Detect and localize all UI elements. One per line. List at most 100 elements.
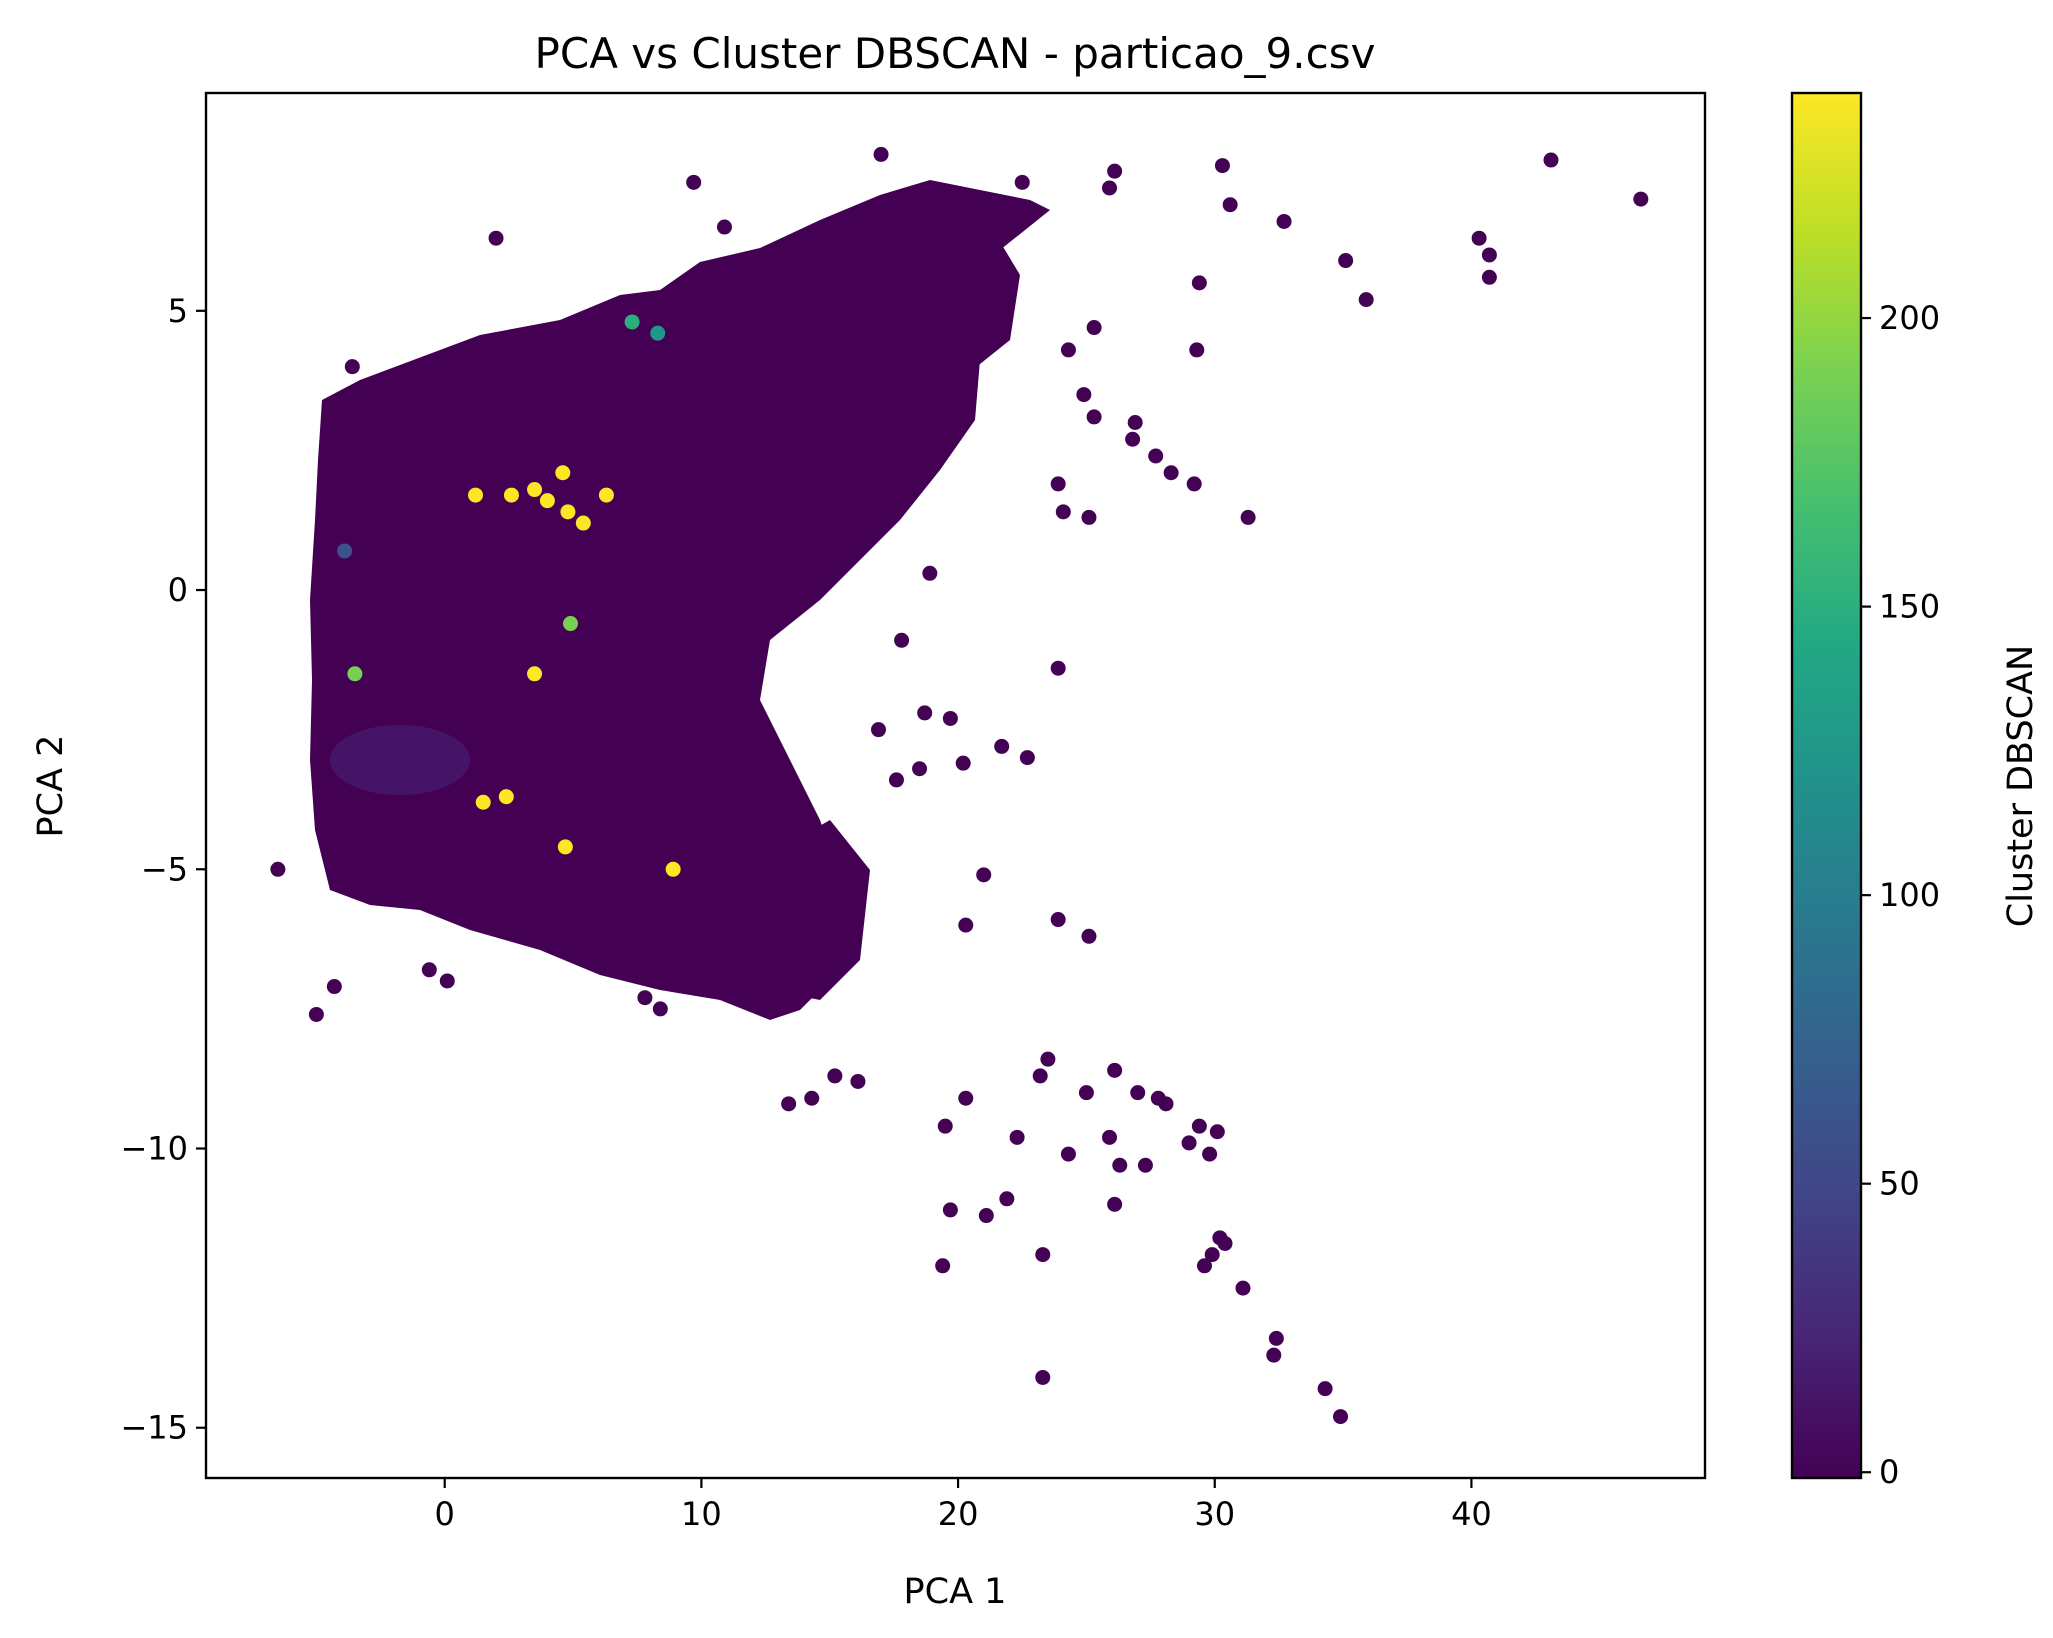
scatter-point [1060, 342, 1076, 358]
scatter-point [1148, 448, 1164, 464]
scatter-point [917, 705, 933, 721]
x-tick-label: 40 [1451, 1495, 1492, 1533]
scatter-point [326, 979, 342, 995]
scatter-point [935, 1258, 951, 1274]
scatter-point [1217, 1235, 1233, 1251]
y-tick-label: 0 [168, 571, 188, 609]
y-tick-label: 5 [168, 292, 188, 330]
scatter-point [1181, 1135, 1197, 1151]
scatter-point [1191, 1118, 1207, 1134]
scatter-point [942, 1202, 958, 1218]
colorbar-label: Cluster DBSCAN [2001, 645, 2041, 927]
scatter-point [1055, 504, 1071, 520]
x-tick-label: 0 [435, 1495, 455, 1533]
scatter-point [475, 794, 491, 810]
scatter-point [1014, 174, 1030, 190]
scatter-point [439, 973, 455, 989]
scatter-point [468, 487, 484, 503]
scatter-point [1107, 1062, 1123, 1078]
scatter-point [1481, 269, 1497, 285]
scatter-point [1338, 253, 1354, 269]
scatter-point [999, 1191, 1015, 1207]
scatter-point [1214, 158, 1230, 174]
scatter-point [1040, 1051, 1056, 1067]
scatter-point [1358, 292, 1374, 308]
scatter-point [1276, 213, 1292, 229]
scatter-point [1471, 230, 1487, 246]
scatter-point [1060, 1146, 1076, 1162]
scatter-point [1333, 1409, 1349, 1425]
scatter-point [1032, 1068, 1048, 1084]
scatter-point [1107, 1196, 1123, 1212]
scatter-point [347, 666, 363, 682]
scatter-point [1078, 1085, 1094, 1101]
scatter-point [1235, 1280, 1251, 1296]
scatter-point [652, 1001, 668, 1017]
x-tick-label: 20 [938, 1495, 979, 1533]
colorbar-axis: 0 50 100 150 200 [1861, 299, 1940, 1491]
scatter-point [1102, 1129, 1118, 1145]
scatter-point [827, 1068, 843, 1084]
scatter-point [888, 772, 904, 788]
scatter-point [870, 722, 886, 738]
scatter-point [1186, 476, 1202, 492]
scatter-point [1125, 431, 1141, 447]
scatter-point [560, 504, 576, 520]
scatter-point [1086, 320, 1102, 336]
scatter-point [344, 359, 360, 375]
scatter-point [1240, 509, 1256, 525]
scatter-point [804, 1090, 820, 1106]
scatter-point [1019, 750, 1035, 766]
scatter-point [503, 487, 519, 503]
scatter-point [1266, 1347, 1282, 1363]
scatter-point [922, 565, 938, 581]
scatter-point [1481, 247, 1497, 263]
scatter-point [270, 861, 286, 877]
scatter-point [955, 755, 971, 771]
scatter-point [1035, 1247, 1051, 1263]
scatter-point [1202, 1146, 1218, 1162]
scatter-point [1102, 180, 1118, 196]
scatter-point [488, 230, 504, 246]
scatter-point [1130, 1085, 1146, 1101]
scatter-point [562, 616, 578, 632]
scatter-point [1543, 152, 1559, 168]
scatter-point [1081, 928, 1097, 944]
scatter-point [665, 861, 681, 877]
scatter-point [958, 1090, 974, 1106]
scatter-point [527, 666, 543, 682]
scatter-point [686, 174, 702, 190]
colorbar-tick-label: 50 [1879, 1165, 1920, 1203]
colorbar-tick-label: 0 [1879, 1453, 1899, 1491]
scatter-points [270, 146, 1649, 1425]
scatter-point [1189, 342, 1205, 358]
y-axis: 5 0 −5 −10 −15 [120, 292, 206, 1447]
scatter-point [1035, 1369, 1051, 1385]
scatter-point [1112, 1157, 1128, 1173]
scatter-point [716, 219, 732, 235]
lower-arm-cloud [760, 820, 870, 1000]
plot-frame [204, 91, 1707, 1480]
colorbar [1790, 91, 1863, 1480]
y-tick-label: −10 [120, 1130, 188, 1168]
scatter-point [498, 789, 514, 805]
scatter-point [1163, 465, 1179, 481]
scatter-point [1209, 1124, 1225, 1140]
y-axis-label: PCA 2 [31, 735, 71, 838]
scatter-point [976, 867, 992, 883]
scatter-point [1222, 197, 1238, 213]
scatter-point [650, 325, 666, 341]
scatter-point [1076, 387, 1092, 403]
x-axis: 0 10 20 30 40 [435, 1478, 1492, 1533]
scatter-point [894, 632, 910, 648]
scatter-point [781, 1096, 797, 1112]
scatter-point [1158, 1096, 1174, 1112]
scatter-point [1050, 912, 1066, 928]
scatter-point [421, 962, 437, 978]
scatter-point [1107, 163, 1123, 179]
scatter-point [1268, 1330, 1284, 1346]
colorbar-tick-label: 150 [1879, 588, 1940, 626]
scatter-point [942, 710, 958, 726]
scatter-point [1081, 509, 1097, 525]
scatter-point [624, 314, 640, 330]
